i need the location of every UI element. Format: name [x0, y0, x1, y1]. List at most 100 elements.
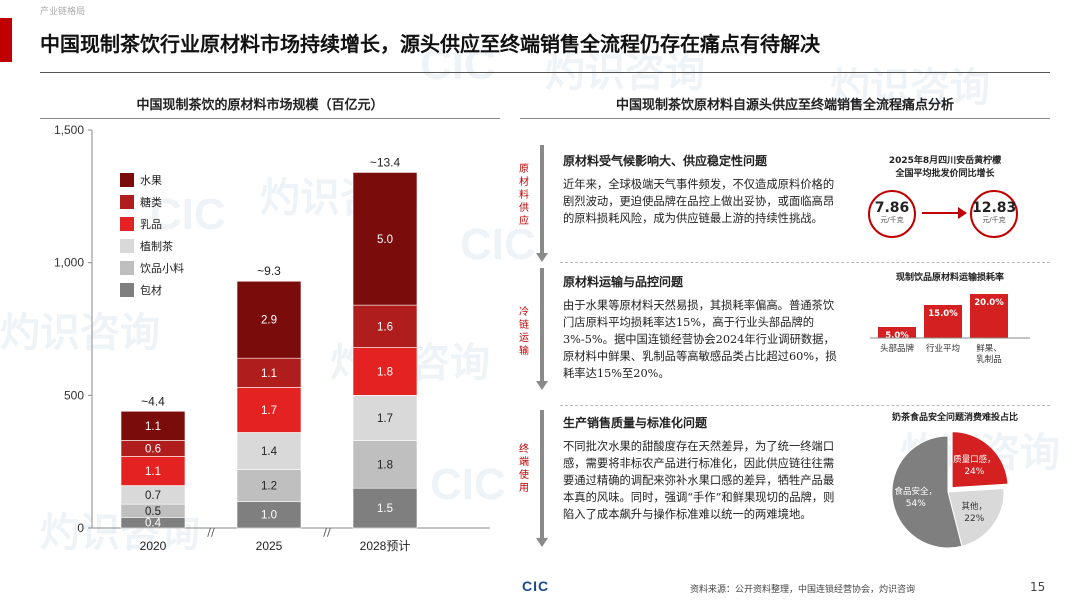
bar-segment-label: 1.5	[377, 503, 393, 515]
bar-segment-label: 0.4	[145, 518, 162, 530]
lemon-growth-arrow-head	[958, 207, 967, 219]
bar-segment-label: 1.4	[261, 446, 278, 458]
bar-segment-label: 1.1	[145, 466, 161, 478]
bar-segment-label: 1.8	[377, 366, 393, 378]
legend-swatch	[120, 261, 134, 275]
pie-title: 奶茶食品安全问题消费难投占比	[891, 413, 1018, 423]
bar-segment-0	[236, 501, 302, 529]
y-tick-label: 0	[77, 521, 84, 535]
flow-arrow-1	[540, 145, 544, 255]
loss-bar-value: 5.0%	[885, 331, 909, 341]
pie-slice	[891, 435, 963, 549]
loss-chart-title: 现制饮品原材料运输损耗率	[895, 273, 1004, 283]
flow-arrow-2-head	[536, 381, 548, 390]
page-number: 15	[1030, 580, 1046, 594]
bar-segment-4	[352, 304, 418, 348]
lemon-price-to-value: 12.83	[972, 200, 1017, 216]
bar-segment-5	[120, 410, 186, 441]
loss-bar-label: 头部品牌	[880, 343, 915, 354]
flow-arrow-3-head	[536, 538, 548, 547]
legend-swatch	[120, 239, 134, 253]
bar-segment-label: 1.7	[377, 413, 393, 425]
pie-slice-label: 质量口感，	[953, 454, 996, 465]
section-separator	[560, 405, 1050, 406]
flow-arrow-3	[540, 410, 544, 540]
bar-segment-label: 1.7	[261, 405, 277, 417]
legend-label: 乳品	[140, 218, 162, 231]
loss-bar-label: 鲜果、乳制品	[976, 343, 1002, 365]
section-2-heading: 原材料运输与品控问题	[563, 275, 684, 289]
stage-label-terminal: 终端使用	[519, 444, 529, 494]
left-panel-title: 中国现制茶饮的原材料市场规模（百亿元）	[136, 98, 384, 113]
loss-bar	[878, 327, 916, 338]
bar-segment-label: 1.6	[377, 321, 393, 333]
legend-label: 饮品小料	[140, 261, 184, 275]
bar-segment-3	[352, 347, 418, 396]
lemon-price-to: 12.83 元/千克	[970, 190, 1018, 238]
pie-slice	[951, 431, 1009, 489]
x-category-label: 2020	[140, 539, 167, 553]
bar-total-label: ~9.3	[257, 264, 281, 278]
legend-swatch	[120, 195, 134, 209]
bar-segment-2	[352, 395, 418, 441]
flow-arrow-1-head	[536, 253, 548, 262]
page-title: 中国现制茶饮行业原材料市场持续增长，源头供应至终端销售全流程仍存在痛点有待解决	[40, 32, 820, 56]
bar-chart: 0 500 1,000 1,500 // // 0.40.5 0.7 1.1 0.6 1.1 ~4.4…	[54, 123, 490, 553]
loss-bar-value: 15.0%	[928, 309, 958, 319]
lemon-title-line2: 全国平均批发价同比增长	[895, 169, 995, 179]
pie-chart: 食品安全， 54% 质量口感， 24% 其他， 22%	[891, 431, 1009, 549]
lemon-price-from-unit: 元/千克	[880, 216, 904, 224]
lemon-price-to-unit: 元/千克	[982, 216, 1006, 224]
pie-slice-pct: 54%	[906, 499, 926, 509]
y-tick-label: 1,500	[54, 123, 84, 137]
right-panel-title-rule	[520, 118, 1050, 119]
header-accent-bar	[0, 18, 12, 62]
bar-segment-3	[236, 387, 302, 433]
lemon-price-from-value: 7.86	[874, 200, 910, 216]
section-1-heading: 原材料受气候影响大、供应稳定性问题	[563, 154, 768, 168]
header-logo-text: 产业链格局	[40, 7, 86, 17]
flow-arrow-2	[540, 268, 544, 383]
bar-segment-3	[120, 456, 186, 486]
lemon-growth-arrow	[922, 212, 960, 214]
pie-slice-pct: 24%	[964, 467, 984, 477]
axis-break: //	[323, 526, 331, 539]
section-2-body: 由于水果等原材料天然易损，其损耗率偏高。普通茶饮门店原料平均损耗率达15%，高于…	[563, 299, 837, 380]
right-panel-title: 中国现制茶饮原材料自源头供应至终端销售全流程痛点分析	[615, 98, 954, 113]
legend-swatch	[120, 217, 134, 231]
bar-segment-1	[236, 469, 302, 502]
bar-segment-label: 1.8	[377, 459, 393, 471]
bar-segment-label: 0.7	[145, 490, 161, 502]
section-3-body: 不同批次水果的甜酸度存在天然差异，为了统一终端口感，需要将非标农产品进行标准化，…	[563, 440, 835, 521]
legend-label: 包材	[140, 283, 162, 297]
y-tick-label: 1,000	[54, 256, 84, 270]
footer-logo: CIC	[522, 578, 550, 594]
axis-break: //	[207, 526, 215, 539]
legend-label: 糖类	[140, 195, 162, 209]
bar-segment-label: 2.9	[261, 315, 277, 327]
bar-segment-4	[236, 357, 302, 388]
lemon-price-from: 7.86 元/千克	[868, 190, 916, 238]
x-category-label: 2025	[256, 539, 283, 553]
bar-segment-label: 1.2	[261, 481, 277, 493]
bar-segment-label: 5.0	[377, 234, 393, 246]
lemon-title-line1: 2025年8月四川安岳黄柠檬	[888, 156, 1002, 166]
bar-segment-label: 1.1	[145, 421, 161, 433]
bar-segment-label: 0.6	[145, 443, 161, 455]
loss-bar	[924, 305, 962, 338]
loss-bar-label: 行业平均	[926, 343, 960, 354]
stage-label-supply: 原材料供应	[519, 164, 529, 227]
footer-source: 资料来源：公开资料整理，中国连锁经营协会，灼识咨询	[690, 585, 916, 595]
header-divider	[40, 72, 1050, 73]
stage-label-transport: 冷链运输	[519, 307, 529, 357]
bar-total-label: ~4.4	[141, 394, 165, 408]
legend-label: 水果	[140, 174, 162, 187]
bar-segment-0	[352, 487, 418, 529]
pie-slice-label: 其他，	[962, 501, 988, 512]
loss-bar-value: 20.0%	[974, 298, 1004, 308]
bar-total-label: ~13.4	[370, 155, 401, 169]
pie-slice-pct: 22%	[964, 514, 984, 524]
legend-swatch	[120, 173, 134, 187]
left-panel-title-rule	[40, 118, 500, 119]
loss-bar	[970, 294, 1008, 338]
